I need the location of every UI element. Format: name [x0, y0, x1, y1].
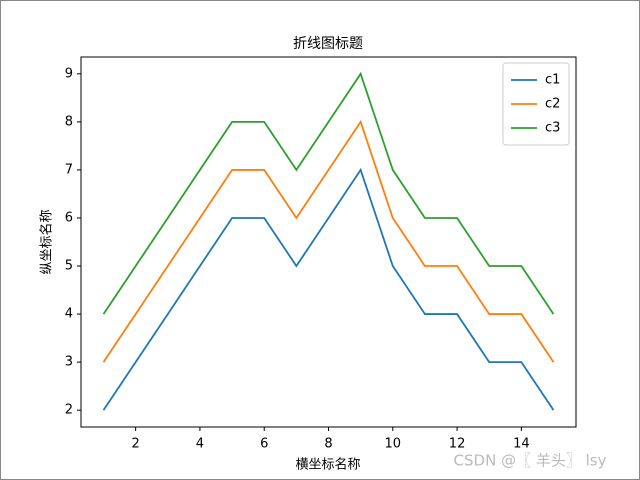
y-tick-label: 5	[65, 259, 73, 274]
x-tick-label: 12	[449, 437, 466, 452]
line-series	[102, 167, 555, 411]
y-tick-label: 3	[65, 355, 73, 370]
y-tick-label: 7	[65, 162, 73, 177]
plot-frame	[80, 56, 577, 428]
x-tick-label: 8	[324, 437, 332, 452]
y-tick-label: 4	[65, 307, 73, 322]
legend-label: c3	[545, 121, 560, 136]
x-tick-label: 6	[260, 437, 268, 452]
chart-title: 折线图标题	[293, 36, 363, 52]
x-tick-label: 10	[385, 437, 402, 452]
watermark: CSDN @〖 羊头〗 lsy	[454, 452, 607, 470]
y-axis-label: 纵坐标名称	[39, 209, 55, 274]
legend-label: c2	[545, 97, 560, 112]
x-tick-label: 4	[196, 437, 204, 452]
y-tick-label: 6	[65, 210, 73, 225]
y-tick-label: 8	[65, 114, 73, 129]
x-axis-label: 横坐标名称	[295, 457, 360, 473]
legend-label: c1	[545, 73, 560, 88]
x-tick-label: 2	[132, 437, 140, 452]
line-series	[102, 119, 555, 363]
line-series	[102, 71, 555, 315]
x-tick-label: 14	[513, 437, 530, 452]
y-tick-label: 2	[65, 403, 73, 418]
y-tick-label: 9	[65, 66, 73, 81]
